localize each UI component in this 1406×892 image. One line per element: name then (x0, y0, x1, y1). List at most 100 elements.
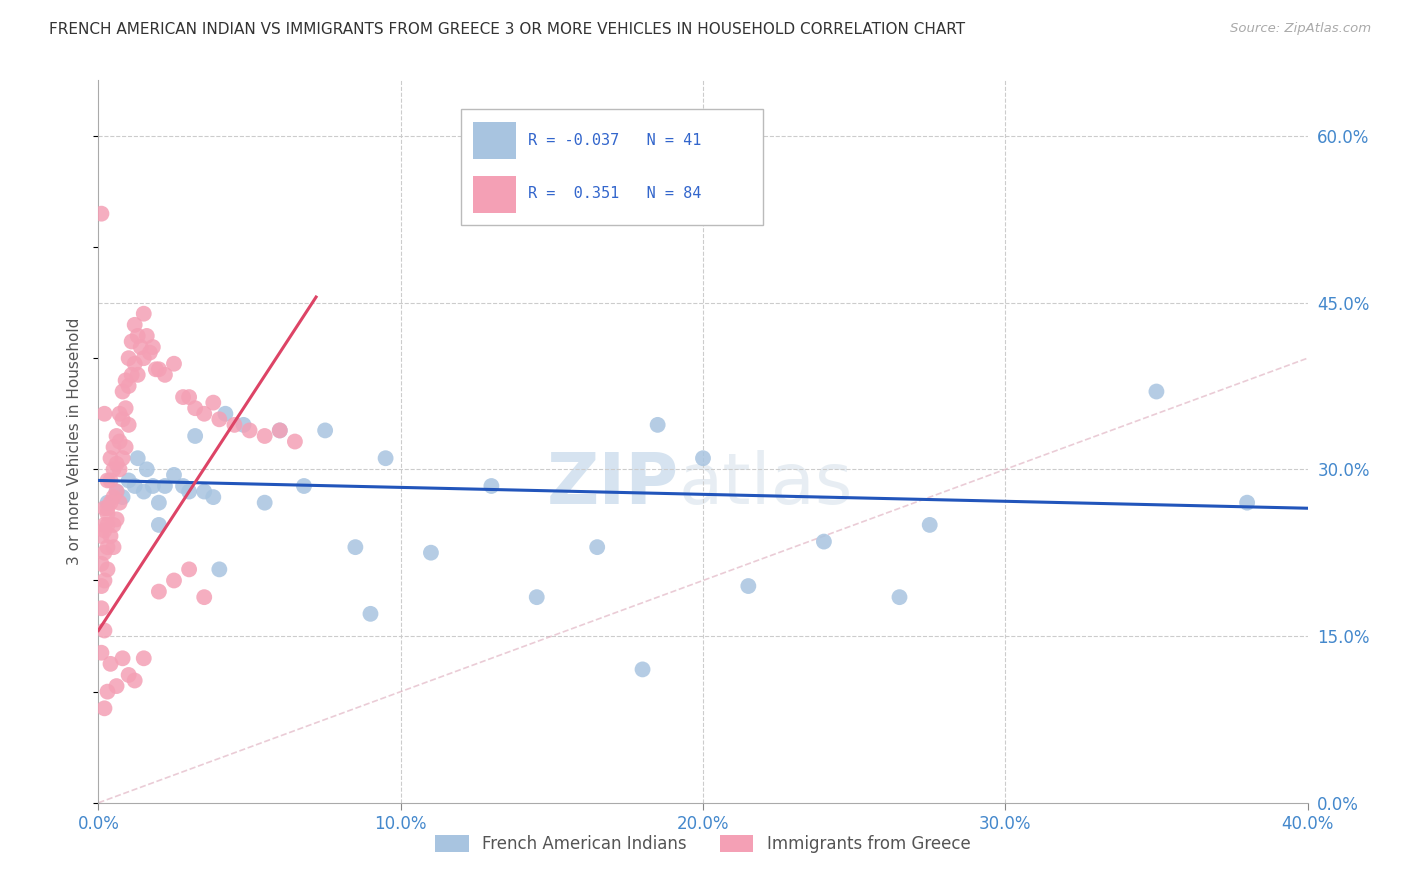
Point (148, 517, 170, 532)
Point (124, 318, 146, 332)
Point (96, 540, 118, 554)
Text: ZIP: ZIP (547, 450, 679, 519)
Point (96, 474, 118, 488)
Point (103, 490, 125, 504)
Point (111, 651, 134, 665)
Point (114, 440, 136, 454)
Point (374, 451, 396, 466)
Point (179, 562, 201, 576)
Point (239, 424, 262, 438)
Point (1144, 384, 1167, 399)
Point (108, 462, 131, 476)
Point (737, 579, 759, 593)
Point (214, 407, 236, 421)
Point (105, 679, 128, 693)
Point (193, 590, 215, 604)
Point (103, 540, 125, 554)
Point (647, 417, 669, 432)
Point (108, 496, 131, 510)
Point (100, 657, 122, 671)
Point (139, 345, 162, 359)
Point (132, 651, 155, 665)
Point (132, 351, 155, 366)
Point (163, 574, 186, 588)
Point (90, 207, 112, 221)
Point (163, 467, 186, 482)
Point (269, 424, 291, 438)
Point (148, 496, 170, 510)
Point (118, 417, 141, 432)
Point (93, 407, 115, 421)
Point (93, 624, 115, 638)
Point (135, 329, 157, 343)
Point (93, 546, 115, 560)
Point (93, 501, 115, 516)
Point (127, 368, 149, 382)
Point (127, 329, 149, 343)
Point (124, 673, 146, 688)
Point (121, 334, 143, 349)
Point (208, 412, 231, 426)
Point (179, 390, 201, 404)
Point (135, 462, 157, 476)
Point (114, 373, 136, 387)
Point (100, 529, 122, 543)
Point (118, 668, 141, 682)
Point (111, 451, 134, 466)
Point (129, 340, 152, 354)
Point (90, 601, 112, 615)
Point (292, 479, 315, 493)
Point (692, 451, 714, 466)
Point (105, 484, 128, 499)
Point (132, 484, 155, 499)
Point (202, 490, 225, 504)
Point (360, 607, 382, 621)
Point (918, 517, 941, 532)
Point (232, 417, 254, 432)
Legend: French American Indians, Immigrants from Greece: French American Indians, Immigrants from… (429, 828, 977, 860)
Point (96, 496, 118, 510)
Point (105, 429, 128, 443)
Point (100, 496, 122, 510)
Text: FRENCH AMERICAN INDIAN VS IMMIGRANTS FROM GREECE 3 OR MORE VEHICLES IN HOUSEHOLD: FRENCH AMERICAN INDIAN VS IMMIGRANTS FRO… (49, 22, 966, 37)
Point (118, 351, 141, 366)
Point (90, 557, 112, 571)
Point (103, 517, 125, 532)
Y-axis label: 3 or more Vehicles in Household: 3 or more Vehicles in Household (67, 318, 83, 566)
Point (100, 451, 122, 466)
Point (202, 395, 225, 409)
Point (481, 479, 503, 493)
Point (111, 490, 134, 504)
Point (100, 474, 122, 488)
Point (269, 424, 291, 438)
Point (124, 357, 146, 371)
Point (179, 484, 201, 499)
Point (103, 462, 125, 476)
Point (93, 517, 115, 532)
Point (153, 479, 176, 493)
Point (172, 479, 194, 493)
Point (344, 540, 367, 554)
Point (631, 662, 654, 676)
Point (93, 524, 115, 538)
Point (96, 517, 118, 532)
Point (111, 384, 134, 399)
Point (153, 368, 176, 382)
Point (184, 401, 207, 416)
Point (889, 590, 911, 604)
Point (172, 390, 194, 404)
Point (420, 546, 443, 560)
Point (142, 479, 165, 493)
Point (96, 684, 118, 698)
Point (105, 457, 128, 471)
Text: atlas: atlas (679, 450, 853, 519)
Point (163, 357, 186, 371)
Point (118, 379, 141, 393)
Point (526, 590, 548, 604)
Point (111, 412, 134, 426)
Point (93, 574, 115, 588)
Point (108, 407, 131, 421)
Point (96, 562, 118, 576)
Point (96, 501, 118, 516)
Point (253, 496, 276, 510)
